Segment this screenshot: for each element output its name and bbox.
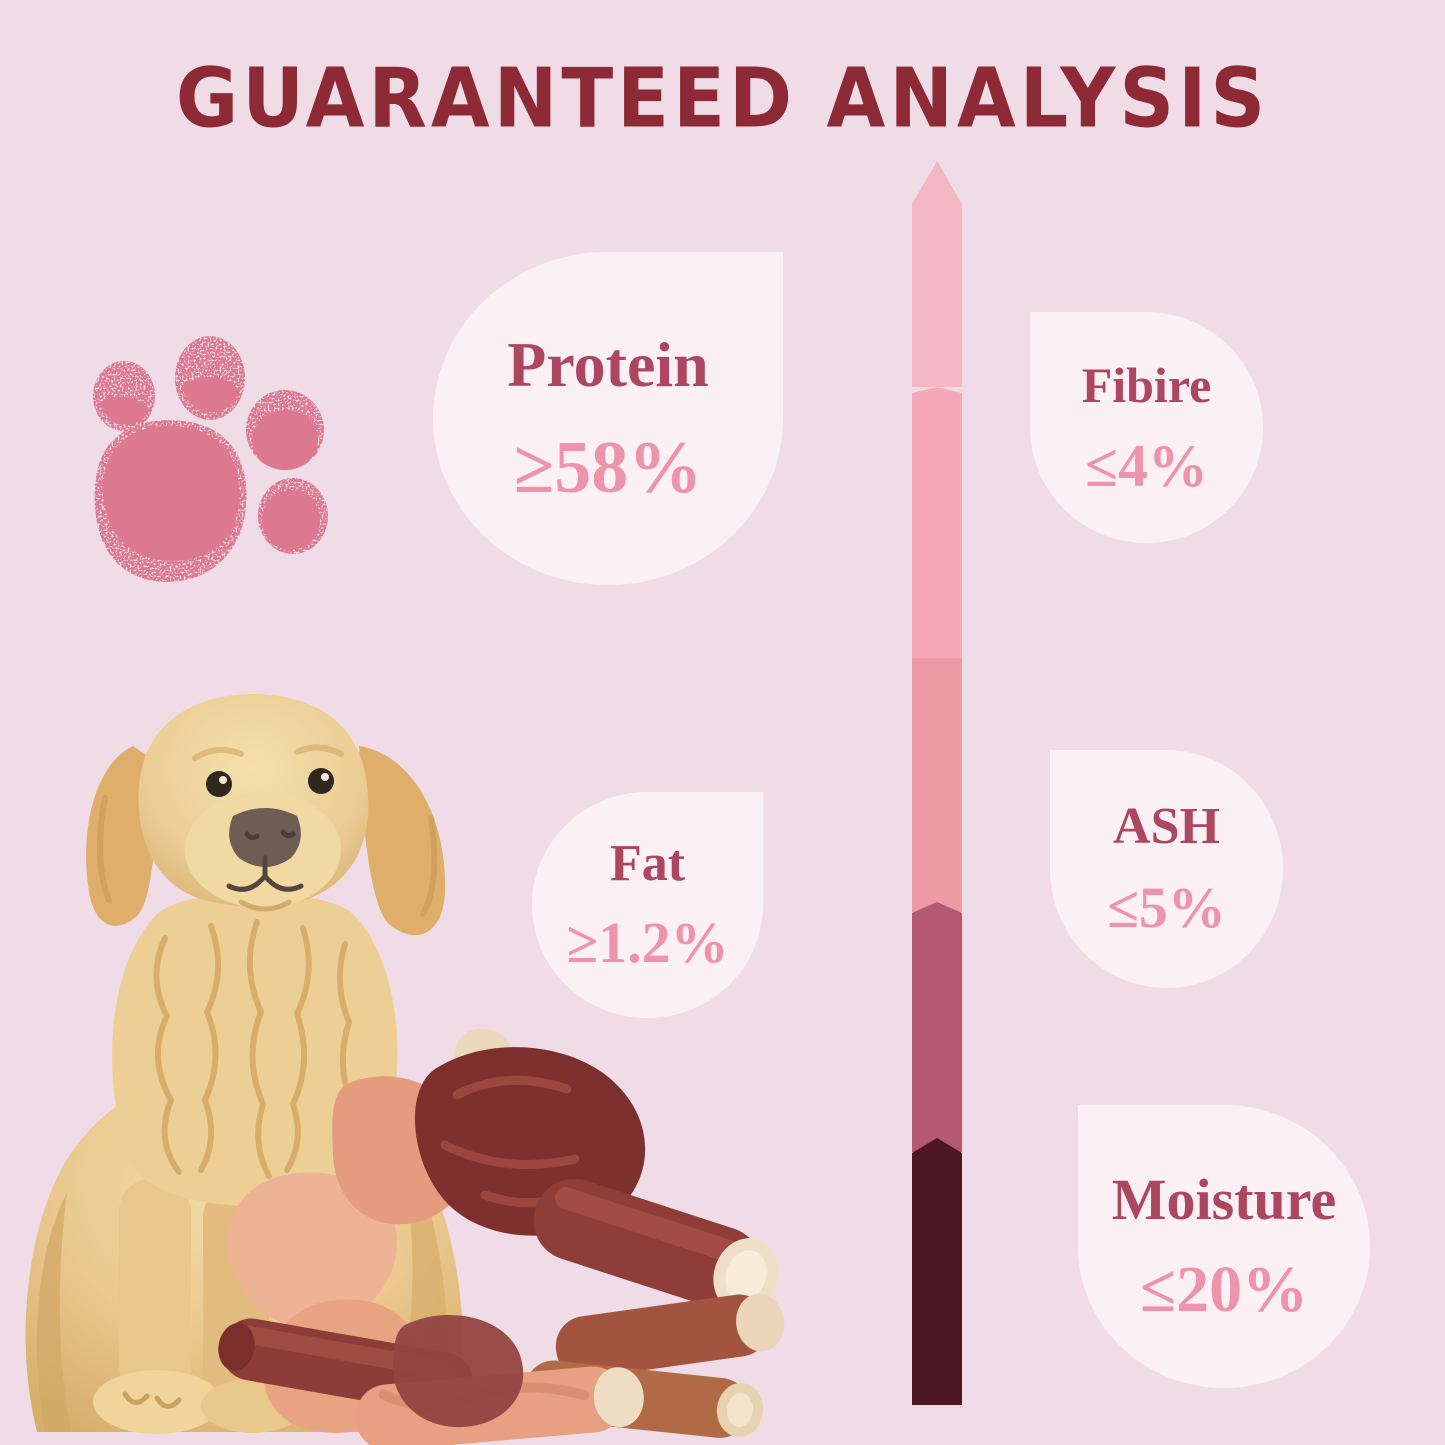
arrow-segment-1 [912, 161, 962, 387]
nutrient-value: ≤4% [1085, 432, 1208, 499]
nutrient-card-ash: ASH ≤5% [1050, 750, 1283, 988]
treats-image [218, 1028, 785, 1445]
arrow-segment-2 [912, 387, 962, 658]
nutrient-label: Moisture [1111, 1166, 1337, 1232]
nutrient-card-fat: Fat ≥1.2% [532, 792, 763, 1018]
page-title: GUARANTEED ANALYSIS [175, 50, 1270, 147]
nutrient-value: ≥1.2% [566, 910, 729, 975]
nutrient-value: ≤20% [1139, 1252, 1309, 1326]
nutrient-value: ≤5% [1107, 875, 1226, 940]
arrow-segment-3 [912, 658, 962, 912]
paw-print-icon [93, 336, 328, 582]
nutrient-card-protein: Protein ≥58% [433, 252, 783, 585]
nutrient-label: Fibire [1081, 356, 1212, 413]
nutrient-card-moisture: Moisture ≤20% [1078, 1105, 1370, 1388]
nutrient-label: Protein [507, 328, 709, 400]
arrow-segment-4 [912, 902, 962, 1152]
nutrient-value: ≥58% [513, 426, 703, 509]
nutrient-label: Fat [609, 835, 686, 892]
nutrient-card-fibire: Fibire ≤4% [1030, 312, 1263, 543]
arrow-segment-5 [912, 1138, 962, 1405]
analysis-arrow [912, 161, 962, 1405]
nutrient-label: ASH [1113, 798, 1220, 855]
